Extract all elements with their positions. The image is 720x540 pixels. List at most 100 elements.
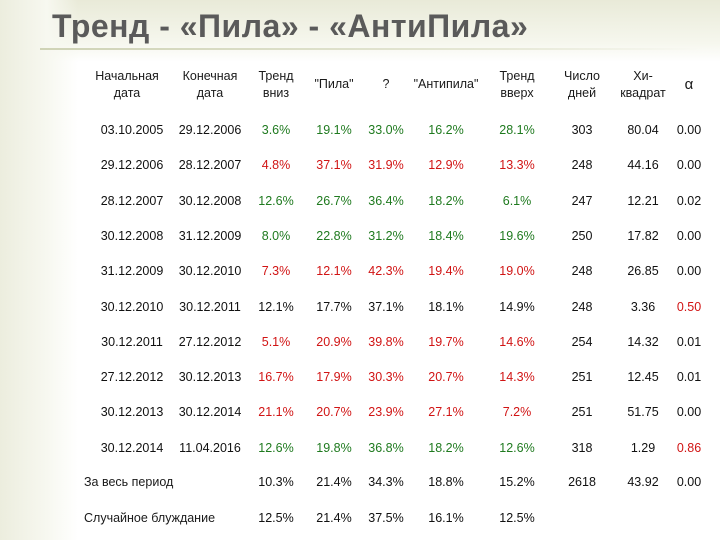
- cell-pila: 26.7%: [316, 194, 352, 208]
- total-trend-up: 12.5%: [499, 511, 535, 525]
- cell-trend-down: 5.1%: [261, 335, 291, 349]
- cell-antipila: 18.1%: [428, 300, 464, 314]
- cell-alpha: 0.02: [676, 194, 702, 208]
- cell-question: 36.8%: [368, 441, 404, 455]
- cell-trend-down: 3.6%: [261, 123, 291, 137]
- cell-chi-square: 12.21: [627, 194, 659, 208]
- cell-trend-down: 12.1%: [258, 300, 294, 314]
- cell-question: 31.2%: [368, 229, 404, 243]
- cell-trend-up: 19.6%: [499, 229, 535, 243]
- cell-alpha: 0.00: [676, 405, 702, 419]
- cell-days: 250: [571, 229, 593, 243]
- cell-alpha: 0.00: [676, 264, 702, 278]
- slide-title: Тренд - «Пила» - «АнтиПила»: [52, 8, 529, 44]
- header-trend-down: Тренд вниз: [258, 69, 294, 100]
- cell-pila: 17.7%: [316, 300, 352, 314]
- cell-end-date: 27.12.2012: [178, 335, 242, 349]
- cell-question: 31.9%: [368, 158, 404, 172]
- cell-start-date: 27.12.2012: [100, 370, 164, 384]
- cell-trend-down: 4.8%: [261, 158, 291, 172]
- slide-left-band: [0, 0, 78, 540]
- header-chi-square: Хи- квадрат: [620, 69, 666, 100]
- cell-question: 30.3%: [368, 370, 404, 384]
- cell-start-date: 29.12.2006: [100, 158, 164, 172]
- title-underline: [40, 48, 700, 50]
- cell-end-date: 30.12.2008: [178, 194, 242, 208]
- total-days: 2618: [568, 475, 596, 489]
- cell-trend-up: 12.6%: [499, 441, 535, 455]
- cell-days: 251: [571, 370, 593, 384]
- cell-antipila: 27.1%: [428, 405, 464, 419]
- cell-alpha: 0.01: [676, 335, 702, 349]
- cell-chi-square: 3.36: [630, 300, 656, 314]
- cell-trend-up: 6.1%: [502, 194, 532, 208]
- header-question: ?: [382, 77, 390, 91]
- total-alpha: 0.00: [676, 475, 702, 489]
- header-days: Число дней: [564, 69, 600, 100]
- cell-antipila: 19.7%: [428, 335, 464, 349]
- cell-trend-down: 8.0%: [261, 229, 291, 243]
- cell-question: 36.4%: [368, 194, 404, 208]
- cell-antipila: 19.4%: [428, 264, 464, 278]
- cell-days: 248: [571, 158, 593, 172]
- total-question: 34.3%: [368, 475, 404, 489]
- cell-start-date: 30.12.2010: [100, 300, 164, 314]
- cell-end-date: 28.12.2007: [178, 158, 242, 172]
- cell-days: 251: [571, 405, 593, 419]
- cell-alpha: 0.00: [676, 229, 702, 243]
- total-label: Случайное блуждание: [84, 511, 216, 525]
- cell-days: 248: [571, 300, 593, 314]
- header-end-date: Конечная дата: [182, 69, 238, 100]
- cell-pila: 20.9%: [316, 335, 352, 349]
- cell-antipila: 18.2%: [428, 441, 464, 455]
- header-antipila: "Антипила": [413, 77, 479, 91]
- cell-chi-square: 44.16: [627, 158, 659, 172]
- cell-end-date: 29.12.2006: [178, 123, 242, 137]
- cell-trend-up: 14.6%: [499, 335, 535, 349]
- cell-chi-square: 12.45: [627, 370, 659, 384]
- cell-pila: 22.8%: [316, 229, 352, 243]
- cell-trend-down: 12.6%: [258, 441, 294, 455]
- cell-end-date: 31.12.2009: [178, 229, 242, 243]
- cell-antipila: 16.2%: [428, 123, 464, 137]
- cell-days: 303: [571, 123, 593, 137]
- total-pila: 21.4%: [316, 511, 352, 525]
- cell-pila: 12.1%: [316, 264, 352, 278]
- total-question: 37.5%: [368, 511, 404, 525]
- cell-trend-down: 12.6%: [258, 194, 294, 208]
- total-antipila: 16.1%: [428, 511, 464, 525]
- cell-alpha: 0.00: [676, 123, 702, 137]
- cell-trend-down: 7.3%: [261, 264, 291, 278]
- cell-pila: 20.7%: [316, 405, 352, 419]
- cell-question: 37.1%: [368, 300, 404, 314]
- cell-chi-square: 14.32: [627, 335, 659, 349]
- cell-days: 318: [571, 441, 593, 455]
- total-trend-down: 12.5%: [258, 511, 294, 525]
- cell-days: 254: [571, 335, 593, 349]
- cell-trend-up: 13.3%: [499, 158, 535, 172]
- cell-chi-square: 17.82: [627, 229, 659, 243]
- cell-trend-down: 16.7%: [258, 370, 294, 384]
- cell-alpha: 0.01: [676, 370, 702, 384]
- cell-start-date: 28.12.2007: [100, 194, 164, 208]
- cell-antipila: 12.9%: [428, 158, 464, 172]
- cell-antipila: 20.7%: [428, 370, 464, 384]
- header-trend-up: Тренд вверх: [499, 69, 535, 100]
- cell-pila: 19.1%: [316, 123, 352, 137]
- cell-chi-square: 26.85: [627, 264, 659, 278]
- cell-pila: 17.9%: [316, 370, 352, 384]
- cell-question: 33.0%: [368, 123, 404, 137]
- cell-question: 39.8%: [368, 335, 404, 349]
- cell-antipila: 18.2%: [428, 194, 464, 208]
- cell-days: 248: [571, 264, 593, 278]
- total-label: За весь период: [84, 475, 174, 489]
- cell-start-date: 31.12.2009: [100, 264, 164, 278]
- header-alpha: α: [684, 76, 694, 93]
- cell-trend-down: 21.1%: [258, 405, 294, 419]
- cell-question: 42.3%: [368, 264, 404, 278]
- total-trend-down: 10.3%: [258, 475, 294, 489]
- cell-end-date: 30.12.2014: [178, 405, 242, 419]
- cell-end-date: 30.12.2011: [179, 300, 241, 314]
- cell-start-date: 30.12.2011: [101, 335, 163, 349]
- cell-pila: 37.1%: [316, 158, 352, 172]
